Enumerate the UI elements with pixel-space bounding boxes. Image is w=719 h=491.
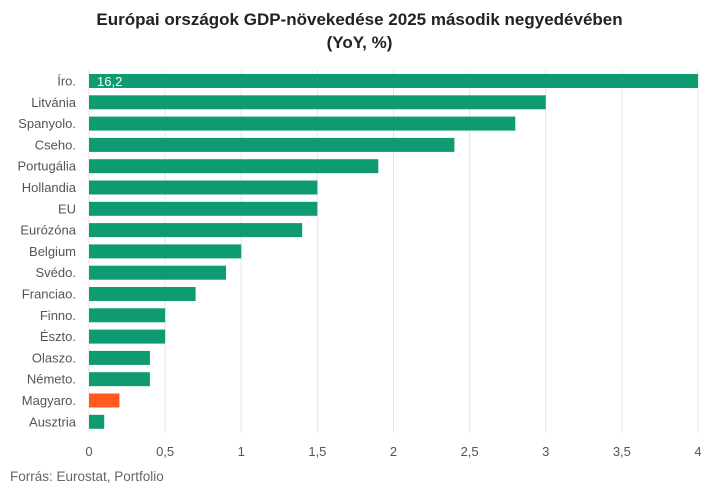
bar [89,329,166,344]
bar [89,414,105,429]
x-tick-label: 0,5 [156,444,174,459]
bar [89,116,516,131]
category-label: Portugália [17,159,76,174]
bar [89,308,166,323]
category-label: Spanyolo. [18,116,76,131]
bar [89,95,546,110]
bar [89,265,227,280]
category-label: Észto. [40,329,76,344]
category-label: Franciao. [22,287,76,302]
bar [89,201,318,216]
x-tick-label: 2 [390,444,397,459]
source-note: Forrás: Eurostat, Portfolio [10,469,164,484]
data-label: 16,2 [97,74,122,89]
category-label: Litvánia [31,95,77,110]
x-tick-label: 2,5 [461,444,479,459]
x-tick-label: 1 [238,444,245,459]
category-label: Olaszo. [32,350,76,365]
x-tick-label: 4 [694,444,701,459]
bar [89,244,242,259]
chart-title: Európai országok GDP-növekedése 2025 más… [96,10,623,29]
x-tick-label: 3 [542,444,549,459]
category-label: Svédo. [36,265,76,280]
chart-subtitle: (YoY, %) [326,33,393,52]
bar [89,137,455,152]
category-label: Ausztria [29,414,77,429]
chart-title-block: Európai országok GDP-növekedése 2025 más… [0,8,719,54]
x-tick-label: 3,5 [613,444,631,459]
bar [89,350,150,365]
bar [89,223,303,238]
category-label: Magyaro. [22,393,76,408]
x-tick-label: 0 [85,444,92,459]
bar [89,372,150,387]
category-label: Cseho. [35,137,76,152]
bar [89,180,318,195]
bar [89,159,379,174]
category-label: Finno. [40,308,76,323]
category-label: Németo. [27,372,76,387]
x-tick-label: 1,5 [308,444,326,459]
category-label: Eurózóna [20,223,76,238]
bar [89,393,120,408]
category-label: Hollandia [22,180,77,195]
bar [89,74,698,88]
bar [89,287,196,301]
category-label: Íro. [57,74,76,89]
category-label: Belgium [29,244,76,259]
category-label: EU [58,201,76,216]
